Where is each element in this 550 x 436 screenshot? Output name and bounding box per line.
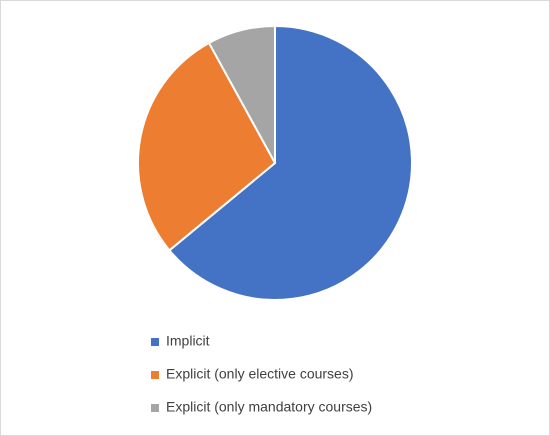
legend-label: Implicit	[166, 333, 210, 349]
legend-swatch	[151, 404, 159, 412]
legend-label: Explicit (only mandatory courses)	[166, 399, 372, 415]
legend-swatch	[151, 338, 159, 346]
pie-slice	[207, 24, 276, 164]
pie-slice	[137, 41, 277, 252]
legend-label: Explicit (only elective courses)	[166, 366, 354, 382]
legend-swatch	[151, 371, 159, 379]
pie-slice	[168, 24, 413, 301]
